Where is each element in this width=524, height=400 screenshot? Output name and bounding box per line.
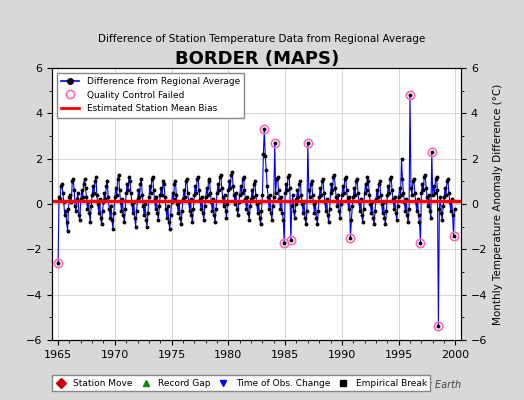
Title: BORDER (MAPS): BORDER (MAPS) bbox=[174, 50, 339, 68]
Text: Difference of Station Temperature Data from Regional Average: Difference of Station Temperature Data f… bbox=[99, 34, 425, 44]
Text: Berkeley Earth: Berkeley Earth bbox=[389, 380, 461, 390]
Legend: Difference from Regional Average, Quality Control Failed, Estimated Station Mean: Difference from Regional Average, Qualit… bbox=[57, 72, 245, 118]
Legend: Station Move, Record Gap, Time of Obs. Change, Empirical Break: Station Move, Record Gap, Time of Obs. C… bbox=[52, 375, 430, 392]
Y-axis label: Monthly Temperature Anomaly Difference (°C): Monthly Temperature Anomaly Difference (… bbox=[493, 83, 503, 325]
